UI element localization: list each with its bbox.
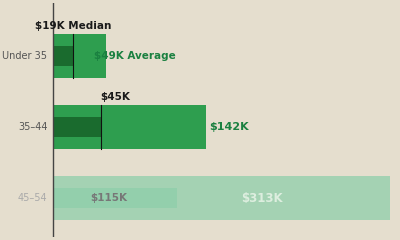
Text: $313K: $313K [241,192,282,205]
Bar [53,34,106,78]
Text: 35–44: 35–44 [18,122,48,132]
Bar [53,176,390,220]
Text: $142K: $142K [209,122,248,132]
Text: $49K Average: $49K Average [94,51,176,61]
Text: 45–54: 45–54 [18,193,48,203]
Text: $19K Median: $19K Median [35,21,112,31]
Bar [53,46,73,66]
Bar [53,117,101,137]
Bar [53,188,176,208]
Text: $115K: $115K [90,193,127,203]
Text: Under 35: Under 35 [2,51,48,61]
Text: $45K: $45K [100,92,130,102]
Bar [53,105,206,149]
